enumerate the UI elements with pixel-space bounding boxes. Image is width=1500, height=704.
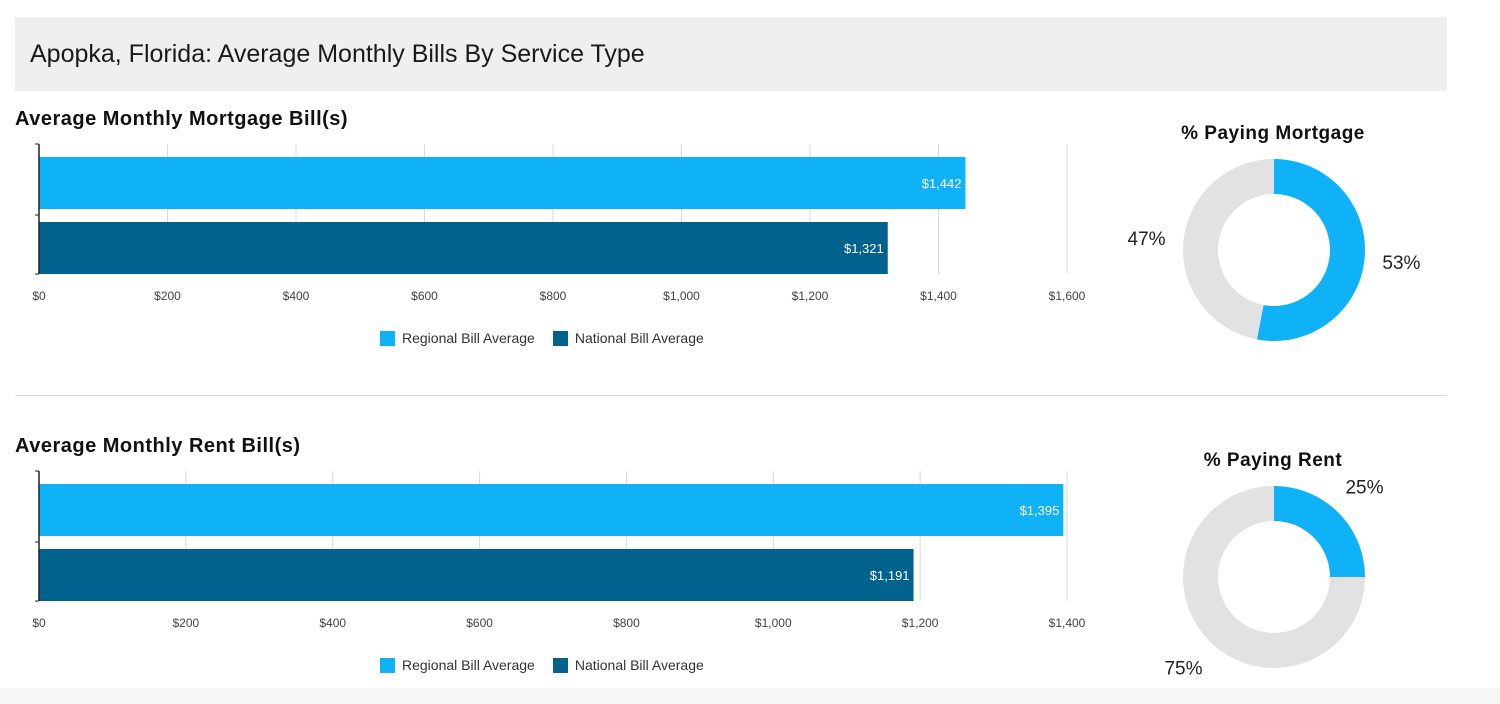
mortgage-tick-label: $0 [32, 289, 46, 303]
legend-label-national: National Bill Average [574, 330, 704, 346]
mortgage-tick-label: $1,000 [663, 289, 700, 303]
mortgage-tick-label: $800 [540, 289, 567, 303]
mortgage-legend: Regional Bill Average National Bill Aver… [380, 330, 704, 346]
mortgage-donut-title: % Paying Mortgage [1181, 123, 1365, 144]
rent-tick-label: $600 [466, 616, 493, 630]
mortgage-donut-slice-label: 47% [1128, 229, 1166, 250]
rent-bar-chart: $0 $200 $400 $600 $800 $1,000 $1,200 $1,400 $1,3… [32, 470, 1086, 630]
mortgage-tick-label: $200 [154, 289, 181, 303]
mortgage-chart-title: Average Monthly Mortgage Bill(s) [15, 108, 349, 130]
rent-donut-chart: 25% 75% [1164, 477, 1383, 677]
legend-label-national: National Bill Average [574, 657, 704, 673]
national-swatch [552, 657, 568, 673]
mortgage-tick-label: $600 [411, 289, 438, 303]
mortgage-tick-label: $1,200 [792, 289, 829, 303]
rent-donut-slice-not-paying[interactable] [1183, 486, 1365, 668]
mortgage-tick-label: $400 [283, 289, 310, 303]
rent-tick-label: $1,200 [902, 616, 939, 630]
mortgage-bar-chart: $0 $200 $400 $600 $800 $1,000 $1,200 $1,400 $1,6… [32, 143, 1086, 303]
rent-donut-slice-label: 75% [1164, 659, 1202, 677]
rent-donut-title: % Paying Rent [1203, 450, 1343, 471]
rent-legend: Regional Bill Average National Bill Aver… [380, 657, 704, 673]
rent-tick-label: $1,400 [1049, 616, 1086, 630]
footer-band [0, 688, 1500, 704]
rent-bar-regional[interactable] [39, 484, 1064, 536]
mortgage-tick-label: $1,600 [1049, 289, 1086, 303]
mortgage-tick-label: $1,400 [920, 289, 957, 303]
page-title: Apopka, Florida: Average Monthly Bills B… [30, 40, 645, 68]
legend-label-regional: Regional Bill Average [402, 657, 535, 673]
mortgage-bar-national[interactable] [39, 222, 888, 274]
rent-tick-label: $400 [319, 616, 346, 630]
mortgage-donut-chart: 53% 47% [1128, 159, 1421, 341]
mortgage-donut-slice-label: 53% [1382, 253, 1420, 274]
section-divider [15, 395, 1447, 396]
regional-swatch [380, 657, 395, 673]
rent-chart-title: Average Monthly Rent Bill(s) [15, 435, 301, 457]
national-swatch [552, 330, 568, 346]
legend-item-national[interactable]: National Bill Average [552, 330, 704, 346]
rent-data-label: $1,191 [870, 568, 910, 583]
rent-tick-label: $0 [32, 616, 46, 630]
legend-item-national[interactable]: National Bill Average [552, 657, 704, 673]
rent-tick-label: $200 [173, 616, 200, 630]
mortgage-data-label: $1,321 [844, 241, 884, 256]
legend-item-regional[interactable]: Regional Bill Average [380, 657, 535, 673]
rent-tick-label: $800 [613, 616, 640, 630]
rent-tick-label: $1,000 [755, 616, 792, 630]
regional-swatch [380, 330, 395, 346]
mortgage-data-label: $1,442 [922, 176, 962, 191]
mortgage-bar-regional[interactable] [39, 157, 966, 209]
rent-donut-slice-paying[interactable] [1274, 486, 1365, 577]
page-header: Apopka, Florida: Average Monthly Bills B… [15, 17, 1447, 91]
rent-bar-national[interactable] [39, 549, 914, 601]
mortgage-donut-slice-not-paying[interactable] [1183, 159, 1274, 340]
mortgage-donut-slice-paying[interactable] [1256, 159, 1365, 341]
rent-donut-slice-label: 25% [1345, 477, 1383, 498]
legend-label-regional: Regional Bill Average [402, 330, 535, 346]
rent-data-label: $1,395 [1020, 503, 1060, 518]
legend-item-regional[interactable]: Regional Bill Average [380, 330, 535, 346]
